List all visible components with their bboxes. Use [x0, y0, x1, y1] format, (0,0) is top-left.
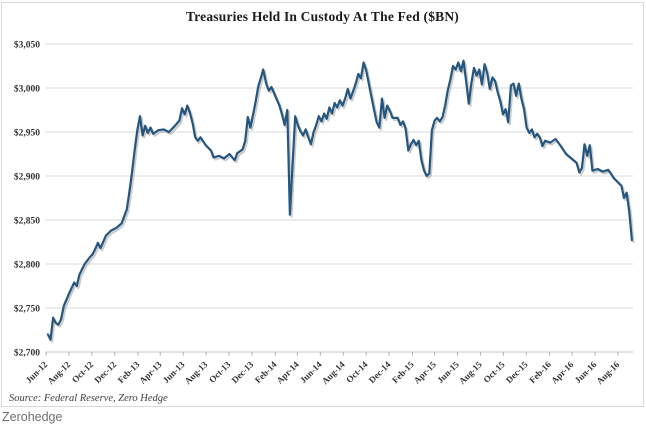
x-tick-label: Dec-13: [230, 359, 256, 385]
x-tick-label: Feb-14: [253, 359, 279, 385]
y-tick-label: $2,850: [14, 216, 40, 227]
x-tick-label: Dec-15: [504, 359, 530, 385]
x-tick-label: Oct-12: [70, 359, 96, 385]
source-note: Source: Federal Reserve, Zero Hedge: [9, 393, 168, 404]
x-tick-label: Feb-13: [116, 359, 142, 385]
x-tick-label: Jun-15: [435, 359, 461, 385]
x-tick-label: Dec-12: [92, 359, 118, 385]
x-tick-label: Apr-14: [275, 359, 302, 386]
y-axis-labels: $2,700 $2,750 $2,800 $2,850 $2,900 $2,950 $3,0…: [14, 40, 40, 359]
x-tick-label: Oct-15: [481, 359, 507, 385]
gridlines: [46, 43, 633, 353]
custody-chart-panel: Treasuries Held In Custody At The Fed ($…: [1, 2, 644, 407]
chart-title: Treasuries Held In Custody At The Fed ($…: [186, 9, 459, 24]
x-tick-label: Aug-12: [45, 359, 72, 386]
custody-line-series: [46, 59, 633, 341]
x-tick-label: Aug-14: [320, 359, 347, 386]
watermark-label: Zerohedge: [2, 410, 63, 424]
x-tick-label: Feb-16: [527, 359, 553, 385]
y-tick-label: $2,800: [14, 260, 40, 271]
y-tick-label: $3,050: [14, 40, 40, 51]
x-tick-label: Aug-16: [595, 359, 622, 386]
x-tick-label: Feb-15: [390, 359, 416, 385]
line-chart-canvas: $2,700 $2,750 $2,800 $2,850 $2,900 $2,950 $3,0…: [14, 40, 635, 386]
x-tick-label: Apr-15: [412, 359, 439, 386]
x-tick-label: Jun-16: [573, 359, 599, 385]
x-tick-label: Aug-13: [183, 359, 210, 386]
x-tick-label: Aug-15: [457, 359, 484, 386]
y-tick-label: $2,700: [14, 348, 40, 359]
x-tick-label: Jun-14: [298, 359, 324, 385]
y-tick-label: $2,750: [14, 304, 40, 315]
x-tick-label: Dec-14: [367, 359, 393, 385]
x-tick-label: Apr-13: [137, 359, 164, 386]
x-tick-label: Oct-13: [207, 359, 233, 385]
y-tick-label: $2,900: [14, 172, 40, 183]
x-tick-label: Jun-12: [24, 359, 50, 385]
x-axis: Jun-12Aug-12Oct-12Dec-12Feb-13Apr-13Jun-…: [24, 352, 622, 386]
y-tick-label: $2,950: [14, 128, 40, 139]
x-tick-label: Oct-14: [344, 359, 370, 385]
x-tick-label: Apr-16: [549, 359, 576, 386]
y-tick-label: $3,000: [14, 84, 40, 95]
x-tick-label: Jun-13: [161, 359, 187, 385]
